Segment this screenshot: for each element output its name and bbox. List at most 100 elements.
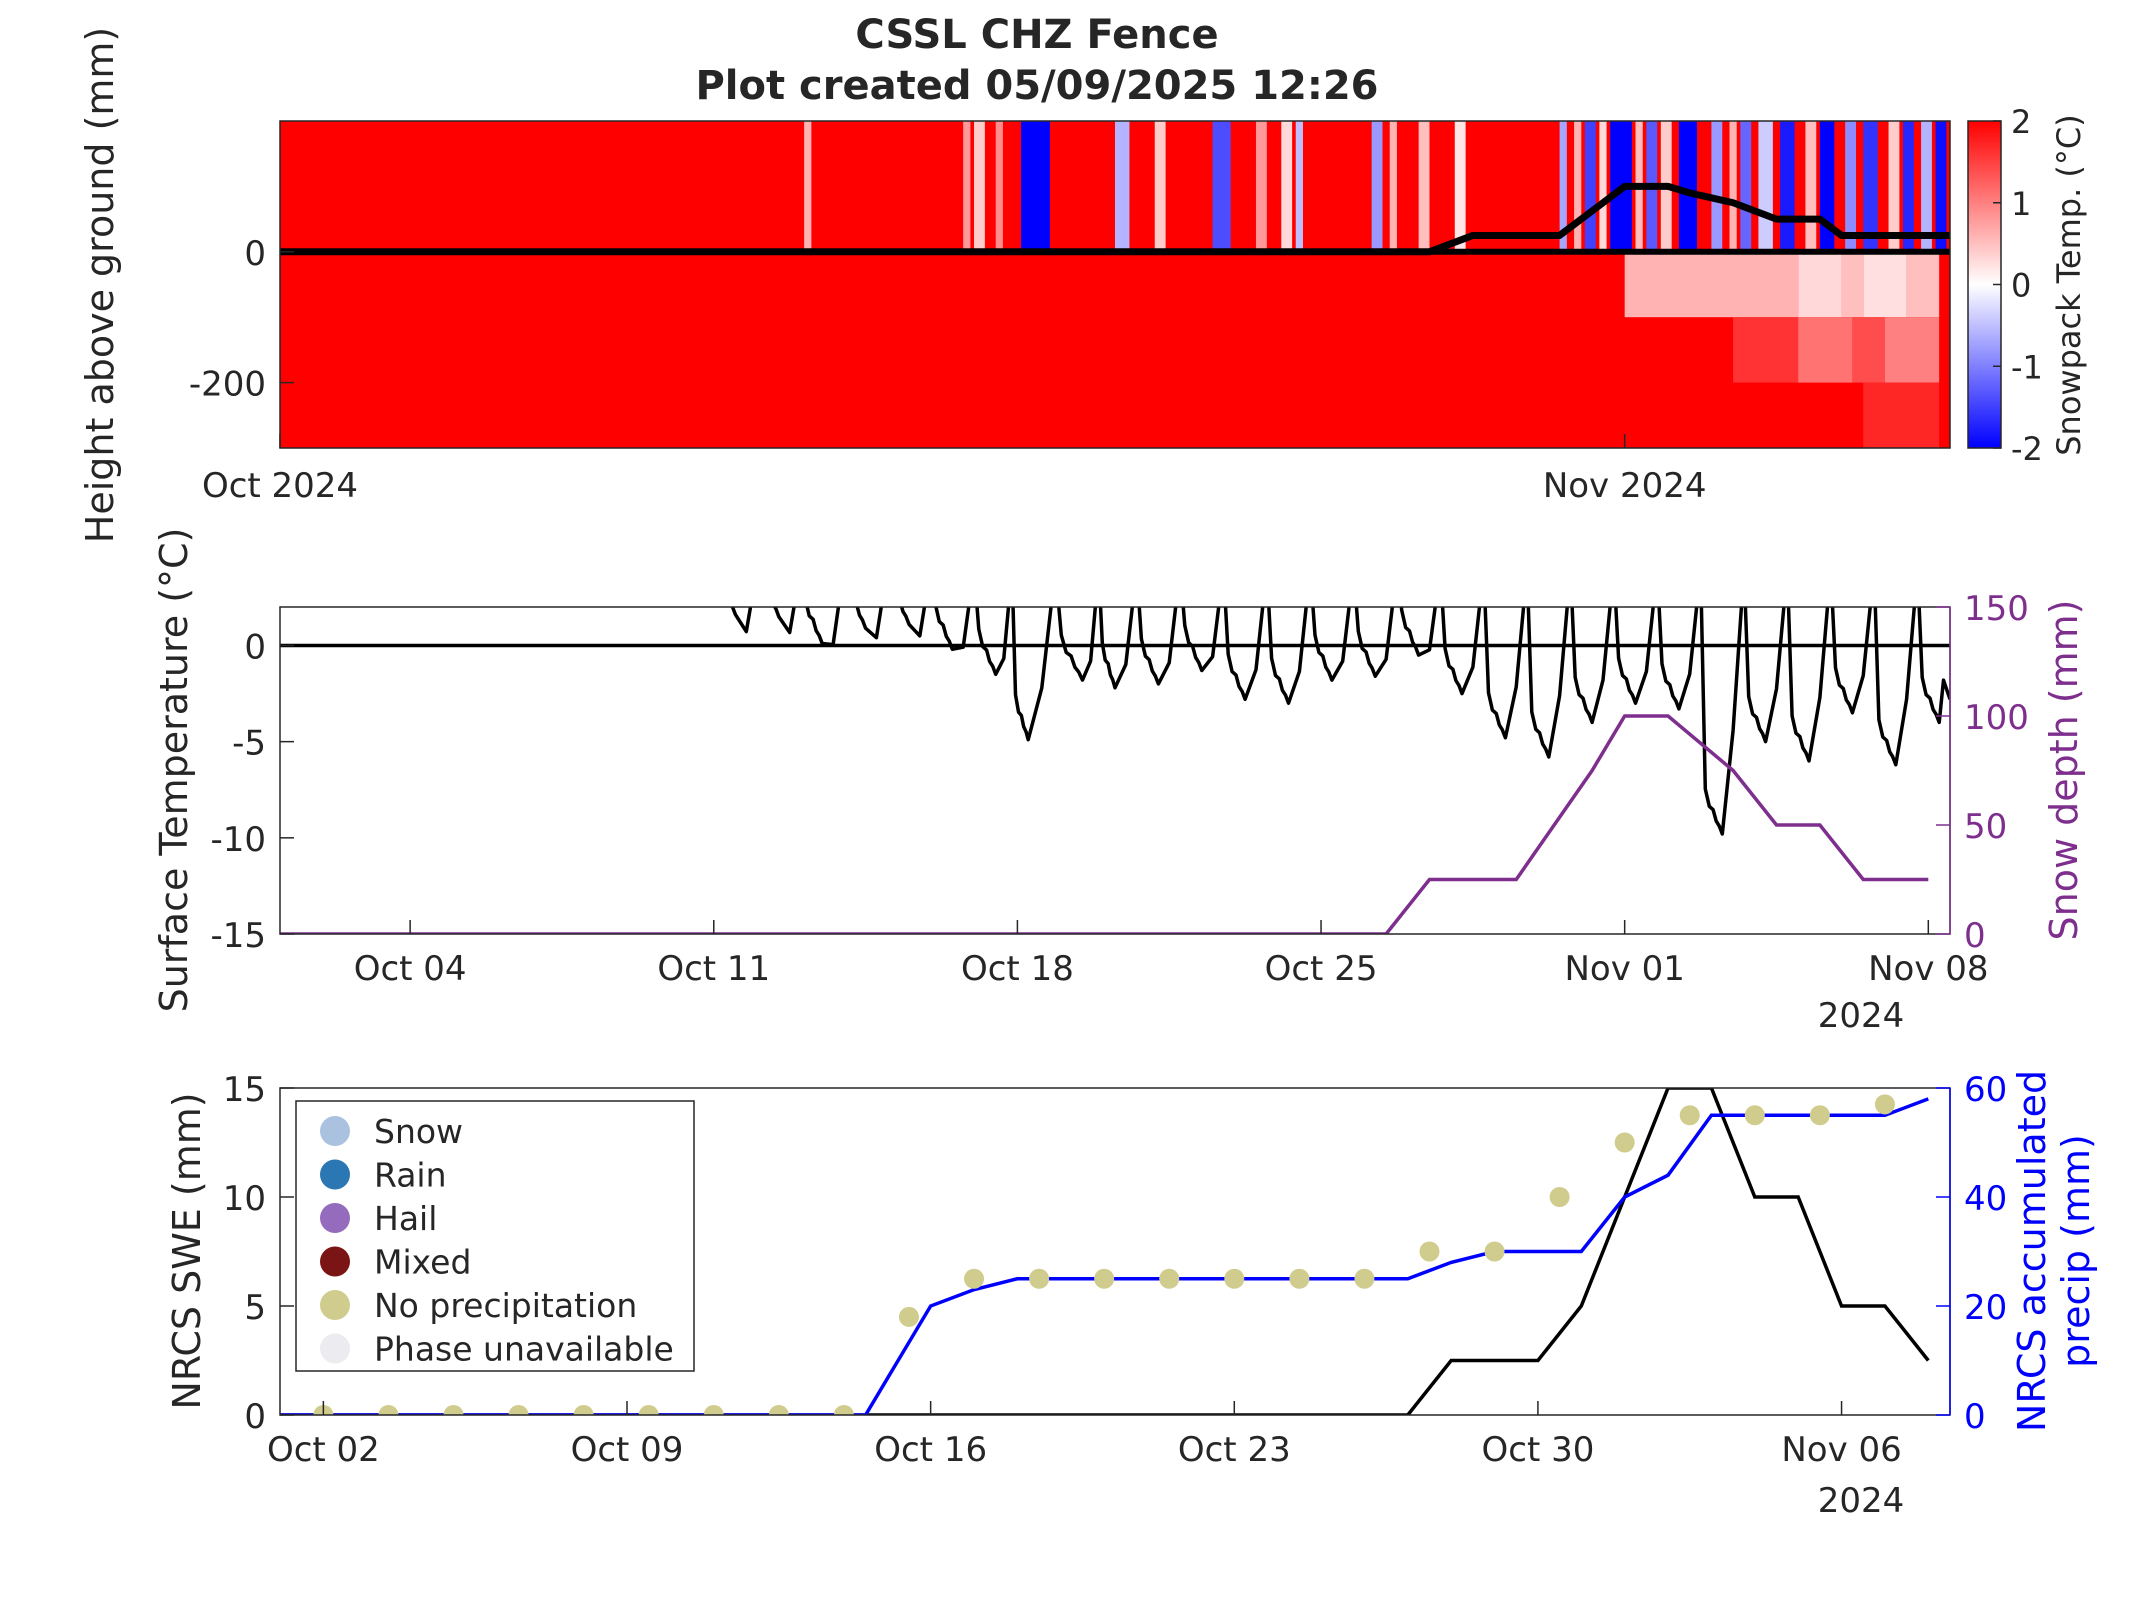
legend-marker [320,1116,350,1146]
x-tick-label: Nov 08 [1868,949,1988,989]
y-tick-label: -200 [189,365,266,405]
heatmap-x-ticks: Oct 2024 Nov 2024 [202,434,1707,506]
heatmap-column [1863,121,1878,252]
heatmap-column [1574,121,1582,252]
snow-depth-axis-label: Snow depth (mm) [2042,600,2086,941]
x-tick-label: Oct 16 [874,1430,987,1470]
x-tick-label: Oct 11 [657,949,770,989]
precip-phase-marker [1419,1241,1440,1262]
precip-phase-marker [1614,1132,1635,1153]
y-tick-label: 15 [223,1070,266,1110]
surface-temperature-line [730,607,1950,836]
snow-depth-line [280,714,1929,934]
precip-phase-marker [1809,1105,1830,1126]
heatmap-column [1389,121,1397,252]
snowpack-temperature-panel: 0 -200 Oct 2024 Nov 2024 Height above grou… [78,27,2088,544]
precip-phase-marker [638,1405,659,1415]
heatmap-column [1678,121,1697,252]
surface-plot-area [280,607,1950,934]
precip-phase-marker [1159,1268,1180,1289]
heatmap-column [1154,121,1166,252]
y-tick-label: 5 [244,1288,266,1328]
x-tick-label: Oct 2024 [202,466,358,506]
snow-height-line [280,182,1950,256]
snow-height-line-group [280,182,1950,256]
heatmap-cell [1852,317,1885,383]
y2-tick-label: 20 [1964,1288,2007,1328]
heatmap-cell [1863,251,1907,318]
heatmap-cell [1733,317,1799,383]
surface-axes-box [279,606,1951,935]
precip-y-axis-label: NRCS accumulatedprecip (mm) [2010,1070,2098,1432]
legend-label: Phase unavailable [374,1330,674,1369]
nrcs-year-label: 2024 [1818,1481,1905,1521]
precip-phase-marker [1354,1268,1375,1289]
x-tick-label: Oct 09 [571,1430,684,1470]
legend-label: No precipitation [374,1286,637,1325]
precip-phase-legend: Snow Rain Hail Mixed No precipitation Phase u… [295,1100,695,1372]
precip-phase-marker [1289,1268,1310,1289]
legend-marker [320,1203,350,1233]
legend-marker [320,1246,350,1277]
precip-phase-marker [573,1405,594,1415]
heatmap-column [1115,121,1130,252]
y-tick-label: -5 [232,724,266,764]
y-tick-label: 0 [244,1397,266,1437]
heatmap-column [1845,121,1857,252]
precip-phase-marker [1874,1094,1895,1115]
y2-tick-label: 50 [1964,807,2007,847]
x-tick-label: Nov 2024 [1543,466,1707,506]
heatmap-cell [1884,317,1940,383]
legend-label: Hail [374,1199,437,1238]
colorbar-tick-label: 0 [2011,267,2031,305]
y2-tick-label: 0 [1964,916,1986,956]
legend-marker [320,1333,350,1364]
precip-phase-marker [768,1405,789,1415]
x-tick-label: Oct 23 [1178,1430,1291,1470]
colorbar-tick-label: -2 [2011,430,2043,468]
heatmap-column [1559,121,1567,252]
legend-label: Rain [374,1156,447,1195]
heatmap-column [1599,121,1607,252]
surface-y-ticks: 0 -5 -10 -15 [210,627,294,956]
precip-phase-marker [443,1405,464,1415]
y2-tick-label: 100 [1964,698,2029,738]
heatmap-column [1780,121,1795,252]
heatmap-column [1584,121,1596,252]
heatmap-column [1418,121,1430,252]
colorbar: 2 1 0 -1 -2 Snowpack Temp. (°C) [1967,103,2088,468]
heatmap-column [1711,121,1723,252]
x-tick-label: Oct 30 [1481,1430,1594,1470]
heatmap-column [963,121,971,252]
precip-phase-marker [1679,1105,1700,1126]
x-tick-label: Oct 04 [354,949,467,989]
nrcs-plot-area [280,1088,1930,1415]
heatmap-cell [1798,251,1842,318]
colorbar-tick-label: 1 [2011,185,2031,223]
x-tick-label: Nov 06 [1781,1430,1901,1470]
legend-label: Snow [374,1112,463,1151]
legend-marker [320,1290,350,1320]
x-tick-label: Oct 18 [961,949,1074,989]
colorbar-tick-label: 2 [2011,103,2031,141]
x-tick-label: Oct 25 [1265,949,1378,989]
precip-phase-marker [378,1405,399,1415]
chart-subtitle: Plot created 05/09/2025 12:26 [695,63,1378,109]
x-tick-label: Nov 01 [1564,949,1684,989]
heatmap-column [1212,121,1231,252]
colorbar-label: Snowpack Temp. (°C) [2050,114,2088,456]
heatmap-column [974,121,985,252]
surface-y-axis-label: Surface Temperature (°C) [152,528,196,1013]
heatmap-column [1935,121,1947,252]
y-tick-label: 0 [244,234,266,274]
heatmap-cell [1906,251,1940,318]
y2-tick-label: 0 [1964,1397,1986,1437]
y-tick-label: 10 [223,1179,266,1219]
heatmap-y-ticks: 0 -200 [189,234,294,405]
precip-phase-marker [508,1405,529,1415]
legend-label: Mixed [374,1243,471,1282]
precip-label-line: precip (mm) [2054,1134,2098,1368]
